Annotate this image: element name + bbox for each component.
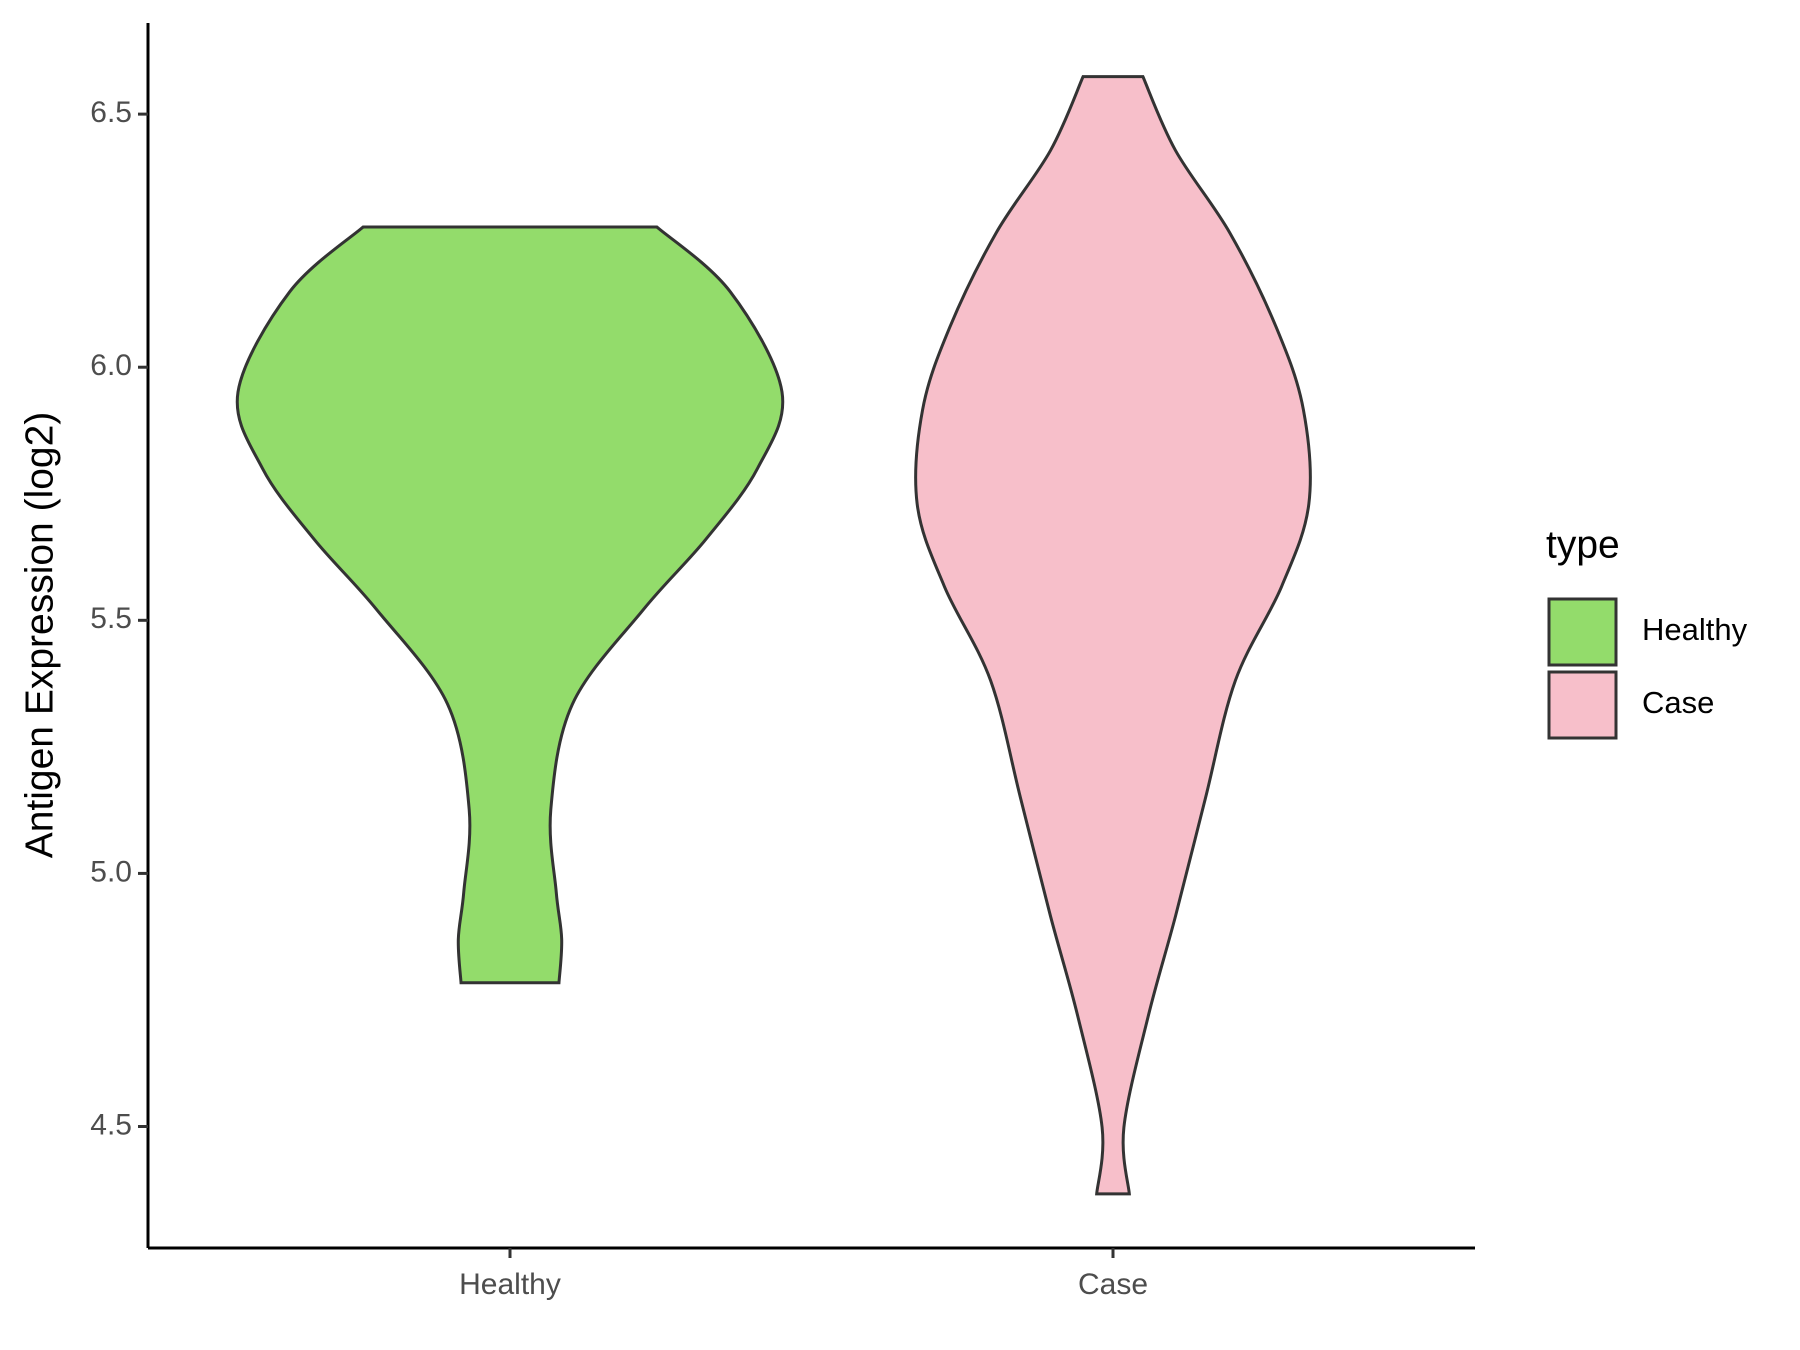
y-tick-label: 5.5 — [90, 602, 132, 635]
y-tick-label: 6.0 — [90, 349, 132, 382]
x-tick-label: Healthy — [459, 1268, 561, 1301]
legend-label: Healthy — [1642, 612, 1748, 647]
violin — [914, 75, 1312, 1196]
y-tick-label: 6.5 — [90, 96, 132, 129]
y-axis-title: Antigen Expression (log2) — [18, 412, 61, 859]
legend-title: type — [1546, 523, 1620, 566]
legend-key — [1547, 670, 1618, 740]
legend-key — [1547, 597, 1618, 667]
x-tick-label: Case — [1078, 1268, 1148, 1301]
y-tick-label: 5.0 — [90, 855, 132, 888]
violin — [235, 225, 785, 985]
legend-label: Case — [1642, 685, 1714, 720]
y-tick-label: 4.5 — [90, 1108, 132, 1141]
